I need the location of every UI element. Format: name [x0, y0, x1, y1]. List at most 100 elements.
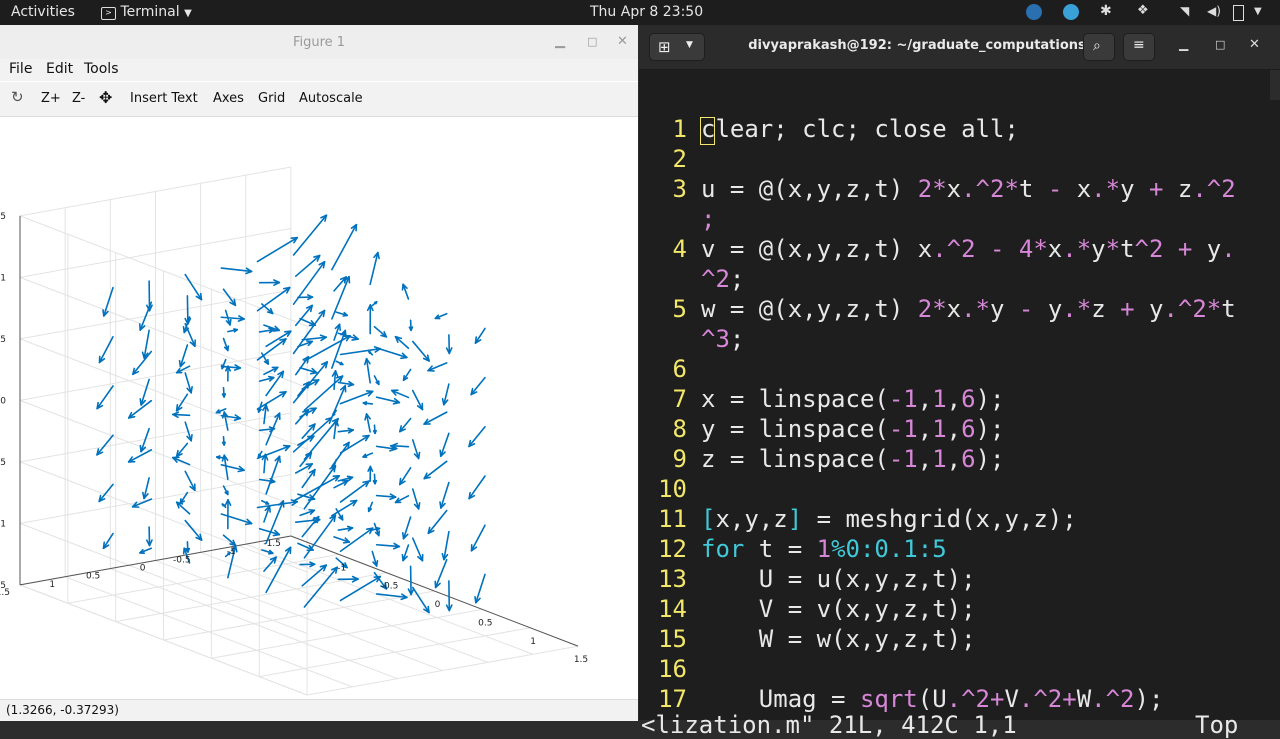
quiver-arrow	[177, 502, 190, 514]
code-token: ;	[730, 325, 744, 353]
quiver-arrow	[332, 501, 357, 516]
dropbox-tray-icon[interactable]: ❖	[1137, 3, 1153, 19]
code-token: .^2	[1192, 175, 1235, 203]
minimize-icon[interactable]: ▁	[555, 34, 565, 49]
quiver-arrow	[413, 538, 423, 560]
telegram-tray-icon[interactable]	[1063, 4, 1079, 20]
menu-tools[interactable]: Tools	[84, 61, 119, 77]
y-tick-label: 1.5	[0, 588, 10, 598]
code-token: 1	[932, 385, 946, 413]
quiver-arrow	[428, 511, 446, 534]
menu-file[interactable]: File	[9, 61, 32, 77]
code-token: clear; clc; close all;	[701, 115, 1019, 143]
system-menu-chevron-icon[interactable]: ▼	[1254, 6, 1270, 22]
code-line: ;	[701, 205, 715, 233]
code-token: +	[1120, 295, 1149, 323]
code-token: x	[1048, 235, 1062, 263]
hamburger-menu-button[interactable]: ≡	[1123, 33, 1155, 61]
quiver-arrow	[336, 361, 343, 364]
quiver-arrow	[469, 476, 485, 499]
quiver-arrow	[143, 478, 149, 499]
quiver-arrow	[396, 496, 409, 503]
grid-line	[211, 609, 482, 658]
code-token: .*	[961, 295, 990, 323]
pan-icon[interactable]: ✥	[99, 88, 112, 107]
quiver-arrow	[140, 379, 149, 404]
terminal-headerbar[interactable]: ⊞ ▼ divyaprakash@192: ~/graduate_computa…	[639, 25, 1280, 70]
zoom-out-button[interactable]: Z-	[72, 91, 85, 106]
code-token: y	[1091, 235, 1105, 263]
activities-button[interactable]: Activities	[11, 4, 75, 20]
zoom-in-button[interactable]: Z+	[41, 91, 61, 106]
quiver-arrow	[469, 427, 485, 447]
autoscale-button[interactable]: Autoscale	[299, 91, 363, 106]
quiver-arrow	[413, 489, 420, 509]
code-token: -1	[889, 385, 918, 413]
axes-button[interactable]: Axes	[213, 91, 244, 106]
quiver-arrow	[294, 215, 327, 255]
clock[interactable]: Thu Apr 8 23:50	[590, 4, 703, 20]
code-line: w = @(x,y,z,t) 2*x.*y - y.*z + y.^2*t	[701, 295, 1236, 323]
quiver-arrow	[302, 517, 318, 537]
quiver-arrow	[266, 456, 280, 494]
line-number: 6	[639, 355, 687, 383]
quiver-arrow	[396, 337, 409, 349]
z-tick-label: 1.5	[0, 212, 6, 222]
quiver-arrow	[226, 366, 230, 381]
code-line: z = linspace(-1,1,6);	[701, 445, 1004, 473]
code-token: .^2	[1091, 685, 1134, 713]
code-token: ,	[947, 445, 961, 473]
maximize-icon[interactable]: □	[1215, 38, 1225, 51]
figure-titlebar[interactable]: Figure 1 ▁ □ ✕	[0, 25, 638, 60]
code-token: ,	[918, 415, 932, 443]
y-tick-label: -0.5	[173, 555, 191, 565]
wifi-icon[interactable]: ◥	[1180, 4, 1196, 20]
volume-icon[interactable]: ◀)	[1207, 4, 1223, 20]
code-token: x	[947, 295, 961, 323]
search-button[interactable]: ⌕	[1083, 33, 1115, 61]
quiver-arrow	[365, 414, 370, 432]
app-menu[interactable]: > Terminal ▼	[101, 4, 192, 20]
rotate-icon[interactable]: ↻	[11, 88, 24, 106]
slack-tray-icon[interactable]: ✱	[1100, 3, 1116, 19]
figure-menubar: File Edit Tools	[0, 59, 638, 81]
x-tick-label: -1	[337, 563, 346, 573]
z-tick-label: 0.5	[0, 335, 6, 345]
code-token: Umag =	[701, 685, 860, 713]
z-tick-label: -1	[0, 519, 6, 529]
code-token: y	[1149, 295, 1163, 323]
code-token: +	[1178, 235, 1207, 263]
line-number: 14	[639, 595, 687, 623]
code-token: ,	[947, 385, 961, 413]
code-token: x,y,z	[715, 505, 787, 533]
battery-icon[interactable]	[1233, 5, 1244, 21]
code-token: x	[1077, 175, 1091, 203]
quiver-arrow	[435, 560, 447, 588]
close-icon[interactable]: ✕	[617, 34, 628, 49]
scrollbar[interactable]	[1270, 70, 1280, 100]
quiver-arrow	[177, 366, 190, 373]
quiver-arrow	[413, 440, 420, 459]
quiver-arrow	[413, 341, 429, 361]
insert-text-button[interactable]: Insert Text	[130, 91, 198, 106]
grid-line	[110, 569, 397, 679]
quiver-arrow	[260, 328, 274, 332]
quiver-arrow	[129, 401, 152, 418]
code-token: );	[1135, 685, 1164, 713]
code-token: );	[976, 385, 1005, 413]
minimize-icon[interactable]: ▁	[1179, 37, 1188, 51]
code-line: for t = 1%0:0.1:5	[701, 535, 947, 563]
code-token: 4*	[1019, 235, 1048, 263]
quiver3-plot[interactable]: 1.510.50-0.5-1-1.51.510.50-0.5-1-1.5-1-0…	[0, 117, 638, 699]
code-line: W = w(x,y,z,t);	[701, 625, 976, 653]
maximize-icon[interactable]: □	[587, 35, 597, 48]
code-token: ^2	[701, 265, 730, 293]
quiver-arrow	[140, 548, 151, 553]
chrome-tray-icon[interactable]	[1026, 4, 1042, 20]
x-tick-label: 0.5	[478, 618, 492, 628]
grid-button[interactable]: Grid	[258, 91, 285, 106]
close-icon[interactable]: ✕	[1249, 37, 1260, 52]
menu-edit[interactable]: Edit	[46, 61, 73, 77]
quiver-arrow	[338, 526, 352, 530]
